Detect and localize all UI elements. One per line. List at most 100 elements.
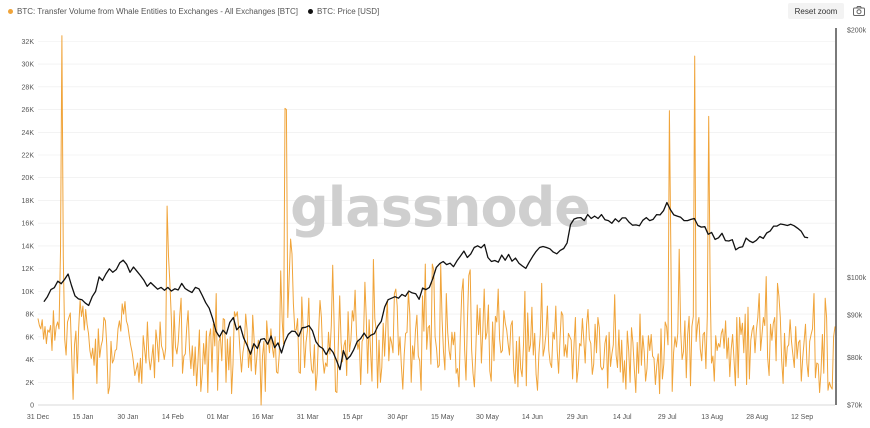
legend-item-price[interactable]: BTC: Price [USD]: [308, 7, 379, 16]
transfer-volume-point: [322, 358, 324, 359]
price-point: [95, 291, 96, 292]
price-point: [253, 343, 255, 345]
transfer-volume-point: [420, 389, 422, 391]
transfer-volume-point: [347, 311, 349, 313]
transfer-volume-point: [690, 385, 691, 387]
transfer-volume-point: [410, 382, 412, 383]
transfer-volume-point: [615, 354, 617, 356]
transfer-volume-point: [566, 357, 568, 358]
price-point: [387, 299, 389, 301]
price-point: [666, 202, 668, 203]
price-point: [164, 290, 165, 291]
transfer-volume-point: [485, 338, 486, 340]
transfer-volume-point: [587, 309, 589, 310]
transfer-volume-point: [544, 347, 545, 349]
transfer-volume-point: [750, 339, 752, 341]
transfer-volume-point: [284, 108, 286, 109]
transfer-volume-point: [436, 347, 437, 349]
transfer-volume-point: [519, 336, 520, 338]
transfer-volume-point: [107, 393, 109, 394]
price-point: [769, 230, 771, 232]
transfer-volume-point: [502, 350, 503, 351]
transfer-volume-point: [325, 362, 326, 364]
price-point: [43, 301, 45, 302]
transfer-volume-point: [251, 370, 252, 372]
transfer-volume-point: [782, 383, 784, 384]
price-point: [721, 233, 723, 234]
transfer-volume-point: [121, 303, 123, 305]
transfer-volume-point: [155, 329, 157, 331]
transfer-volume-point: [403, 354, 405, 356]
price-point: [222, 329, 224, 331]
price-point: [522, 265, 523, 267]
y-left-tick-label: 8K: [25, 312, 34, 319]
transfer-volume-point: [138, 382, 140, 383]
transfer-volume-point: [41, 319, 43, 321]
reset-zoom-button[interactable]: Reset zoom: [788, 3, 844, 19]
transfer-volume-point: [182, 372, 183, 374]
transfer-volume-point: [343, 345, 345, 347]
price-point: [143, 279, 145, 281]
transfer-volume-point: [339, 295, 341, 297]
legend-item-transfer-volume[interactable]: BTC: Transfer Volume from Whale Entities…: [8, 7, 298, 16]
transfer-volume-point: [792, 354, 794, 356]
transfer-volume-point: [346, 375, 348, 376]
transfer-volume-point: [736, 317, 738, 318]
transfer-volume-point: [128, 335, 130, 337]
price-point: [219, 336, 220, 338]
transfer-volume-point: [496, 321, 498, 323]
camera-icon[interactable]: [852, 4, 866, 18]
y-left-tick-label: 12K: [22, 266, 35, 273]
transfer-volume-point: [204, 363, 206, 365]
x-tick-label: 15 May: [431, 414, 454, 421]
transfer-volume-point: [681, 359, 683, 360]
transfer-volume-point: [263, 341, 265, 342]
transfer-volume-point: [418, 355, 419, 357]
transfer-volume-point: [562, 314, 564, 316]
y-left-tick-label: 24K: [22, 130, 35, 137]
price-point: [291, 330, 293, 332]
transfer-volume-point: [231, 393, 232, 394]
price-point: [174, 288, 176, 290]
transfer-volume-point: [764, 325, 766, 326]
transfer-volume-point: [151, 358, 152, 359]
transfer-volume-point: [540, 334, 541, 335]
transfer-volume-point: [37, 318, 39, 319]
transfer-volume-point: [708, 116, 709, 117]
transfer-volume-point: [645, 380, 646, 382]
transfer-volume-point: [639, 313, 641, 315]
price-point: [439, 263, 441, 264]
transfer-volume-point: [770, 324, 771, 325]
transfer-volume-point: [649, 350, 651, 351]
transfer-volume-point: [67, 321, 68, 323]
transfer-volume-point: [194, 346, 196, 348]
y-axis-right: $70k $80k $90k $100k $200k: [835, 28, 867, 410]
legend-dot-black: [308, 8, 314, 14]
transfer-volume-point: [831, 388, 833, 390]
transfer-volume-point: [652, 355, 653, 357]
transfer-volume-point: [526, 385, 527, 387]
transfer-volume-point: [288, 276, 290, 277]
price-point: [384, 306, 386, 308]
chart-legend: BTC: Transfer Volume from Whale Entities…: [8, 3, 389, 19]
transfer-volume-point: [677, 333, 679, 334]
price-point: [260, 339, 262, 340]
price-point: [556, 253, 558, 255]
transfer-volume-point: [621, 339, 622, 341]
price-point: [246, 344, 248, 346]
transfer-volume-point: [760, 350, 761, 351]
transfer-volume-point: [538, 353, 540, 355]
transfer-volume-point: [582, 318, 583, 319]
price-point: [663, 210, 664, 211]
transfer-volume-point: [332, 264, 334, 266]
transfer-volume-point: [512, 320, 513, 322]
transfer-volume-point: [60, 251, 61, 252]
price-point: [618, 221, 619, 223]
price-point: [136, 270, 138, 272]
transfer-volume-point: [554, 338, 555, 340]
transfer-volume-point: [429, 325, 430, 326]
y-left-tick-label: 2K: [25, 380, 34, 387]
transfer-volume-point: [147, 321, 148, 323]
transfer-volume-point: [656, 364, 658, 366]
